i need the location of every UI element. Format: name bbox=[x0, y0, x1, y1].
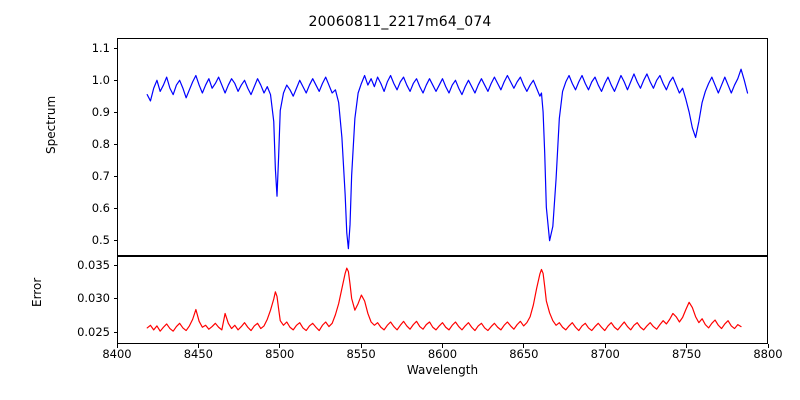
spectrum-y-tick-label: 0.9 bbox=[91, 104, 110, 119]
spectrum-y-tick-mark bbox=[113, 175, 117, 177]
spectrum-panel bbox=[117, 38, 768, 256]
x-tick-label: 8500 bbox=[265, 347, 295, 361]
x-tick-label: 8400 bbox=[102, 347, 132, 361]
x-tick-mark bbox=[116, 344, 118, 348]
x-tick-mark bbox=[360, 344, 362, 348]
error-y-tick-label: 0.035 bbox=[77, 257, 110, 272]
spectrum-y-tick-mark bbox=[113, 47, 117, 49]
error-panel bbox=[117, 256, 768, 344]
spectrum-y-tick-label: 0.8 bbox=[91, 136, 110, 151]
x-tick-mark bbox=[442, 344, 443, 348]
x-tick-label: 8550 bbox=[346, 347, 376, 361]
error-y-tick-label: 0.025 bbox=[77, 324, 110, 339]
error-y-tick-label: 0.030 bbox=[77, 291, 110, 306]
x-tick-label: 8650 bbox=[509, 347, 539, 361]
spectrum-plot-area bbox=[146, 68, 749, 250]
spectrum-y-tick-mark bbox=[113, 79, 117, 81]
spectrum-y-tick-mark bbox=[113, 143, 117, 145]
x-tick-label: 8750 bbox=[671, 347, 702, 361]
x-tick-label: 8700 bbox=[590, 347, 620, 361]
spectrum-y-tick-label: 1.0 bbox=[91, 72, 110, 87]
x-tick-mark bbox=[197, 344, 199, 348]
x-tick-mark bbox=[686, 344, 688, 348]
x-axis-label: Wavelength bbox=[406, 363, 479, 377]
x-tick-mark bbox=[279, 344, 281, 348]
page-title: 20060811_2217m64_074 bbox=[308, 14, 492, 30]
spectrum-y-tick-label: 1.1 bbox=[91, 40, 110, 55]
x-tick-label: 8450 bbox=[183, 347, 214, 361]
spectrum-y-tick-label: 0.6 bbox=[91, 200, 110, 215]
spectrum-y-tick-label: 0.7 bbox=[91, 168, 110, 183]
error-line bbox=[146, 267, 742, 332]
spectrum-y-tick-mark bbox=[113, 111, 117, 113]
x-tick-label: 8600 bbox=[427, 347, 458, 361]
x-tick-mark bbox=[604, 344, 606, 348]
error-y-tick-mark bbox=[113, 298, 117, 300]
error-plot-area bbox=[146, 267, 742, 332]
spectrum-y-tick-label: 0.5 bbox=[91, 232, 110, 247]
x-tick-label: 8800 bbox=[753, 347, 783, 361]
spectrum-line bbox=[146, 68, 749, 250]
x-tick-mark bbox=[523, 344, 525, 348]
spectrum-y-tick-mark bbox=[113, 207, 117, 209]
spectrum-y-tick-mark bbox=[113, 239, 117, 241]
spectrum-axis-label: Spectrum bbox=[44, 95, 58, 154]
error-axis-label: Error bbox=[30, 277, 44, 307]
x-tick-mark bbox=[767, 344, 769, 348]
error-y-tick-mark bbox=[113, 264, 117, 266]
error-y-tick-mark bbox=[113, 331, 117, 333]
